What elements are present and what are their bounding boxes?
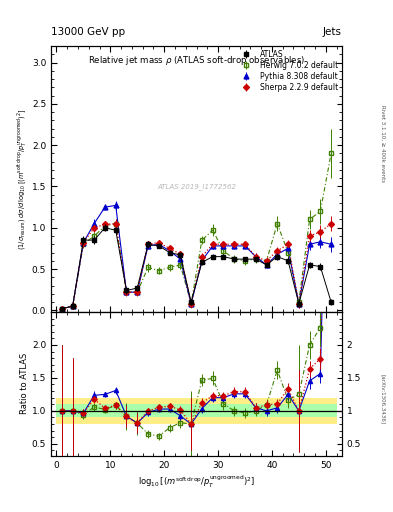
X-axis label: $\log_{10}[(m^{\rm soft\,drop}/p_T^{\rm ungroomed})^2]$: $\log_{10}[(m^{\rm soft\,drop}/p_T^{\rm … — [138, 474, 255, 490]
Text: 13000 GeV pp: 13000 GeV pp — [51, 27, 125, 37]
Text: Rivet 3.1.10, ≥ 400k events: Rivet 3.1.10, ≥ 400k events — [381, 105, 386, 182]
Y-axis label: $(1/\sigma_{\rm resum})$ $d\sigma/d\,\log_{10}[(m^{\rm soft\,drop}/p_T^{\rm ungr: $(1/\sigma_{\rm resum})$ $d\sigma/d\,\lo… — [16, 108, 29, 250]
Text: [arXiv:1306.3436]: [arXiv:1306.3436] — [381, 374, 386, 424]
Text: Relative jet mass $\rho$ (ATLAS soft-drop observables): Relative jet mass $\rho$ (ATLAS soft-dro… — [88, 54, 305, 67]
Text: ATLAS 2019_I1772562: ATLAS 2019_I1772562 — [157, 184, 236, 190]
Text: Jets: Jets — [323, 27, 342, 37]
Y-axis label: Ratio to ATLAS: Ratio to ATLAS — [20, 353, 29, 414]
Legend: ATLAS, Herwig 7.0.2 default, Pythia 8.308 default, Sherpa 2.2.9 default: ATLAS, Herwig 7.0.2 default, Pythia 8.30… — [235, 48, 340, 94]
